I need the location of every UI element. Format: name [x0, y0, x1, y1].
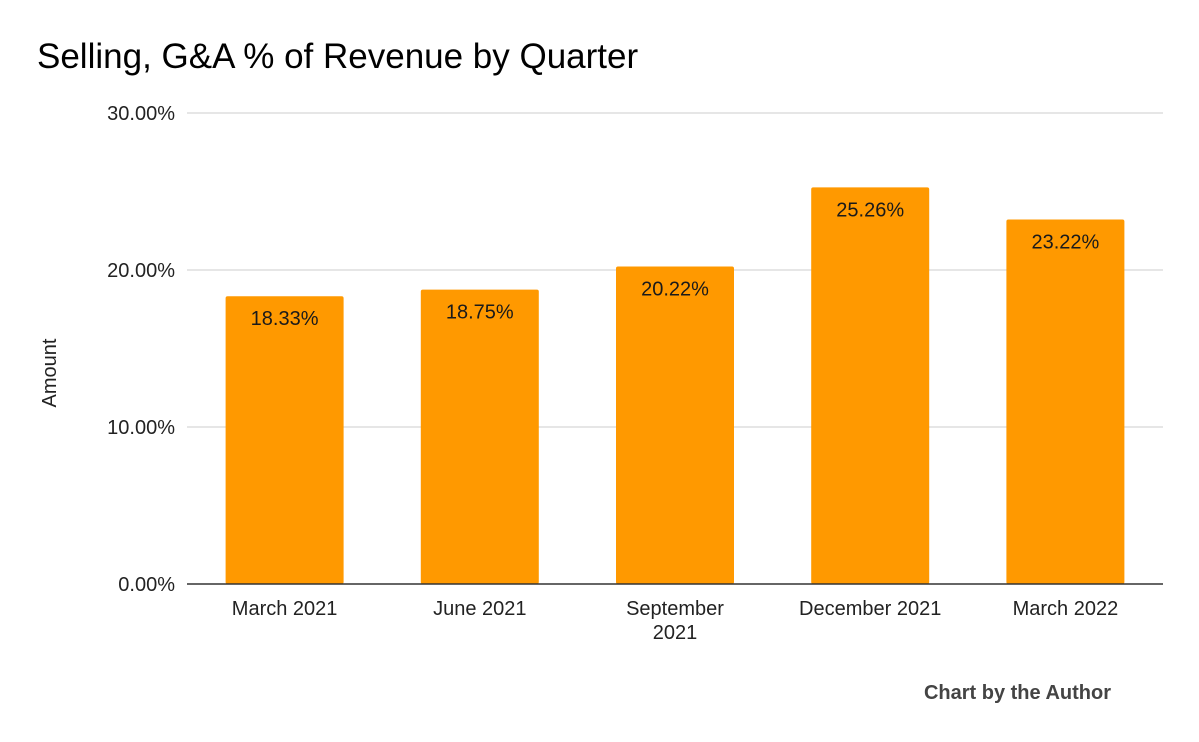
x-tick-label-line: June 2021	[433, 598, 526, 620]
x-tick-label: June 2021	[433, 598, 526, 620]
y-tick-label: 20.00%	[107, 260, 175, 282]
x-axis-tick-labels: March 2021 June 2021 September 2021 December…	[232, 598, 1118, 644]
bar-data-label: 18.33%	[251, 308, 319, 330]
bar	[225, 296, 344, 584]
x-tick-label: March 2021	[232, 598, 338, 620]
x-tick-label: March 2022	[1013, 598, 1119, 620]
bar	[1006, 219, 1125, 585]
bar-data-label: 25.26%	[836, 199, 904, 221]
bar	[420, 289, 539, 584]
y-axis-tick-labels: 0.00% 10.00% 20.00% 30.00%	[107, 103, 175, 596]
x-tick-label-line: March 2021	[232, 598, 338, 620]
y-tick-label: 0.00%	[118, 574, 175, 596]
x-tick-label: December 2021	[799, 598, 941, 620]
y-tick-label: 10.00%	[107, 417, 175, 439]
bar	[616, 266, 734, 584]
chart-title: Selling, G&A % of Revenue by Quarter	[37, 37, 638, 76]
x-tick-label-line: December 2021	[799, 598, 941, 620]
bar-data-label: 18.75%	[446, 302, 514, 324]
bar-data-label: 20.22%	[641, 279, 709, 301]
bar	[811, 187, 930, 584]
x-tick-label-line: March 2022	[1013, 598, 1119, 620]
x-tick-label-line: 2021	[653, 622, 698, 644]
bars	[225, 187, 1125, 585]
y-tick-label: 30.00%	[107, 103, 175, 125]
bar-data-label: 23.22%	[1031, 231, 1099, 253]
x-tick-label: September 2021	[626, 598, 724, 644]
x-tick-label-line: September	[626, 598, 724, 620]
data-labels: 18.33% 18.75% 20.22% 25.26% 23.22%	[251, 199, 1100, 330]
chart-credit: Chart by the Author	[924, 682, 1111, 704]
y-axis-label: Amount	[39, 338, 61, 407]
